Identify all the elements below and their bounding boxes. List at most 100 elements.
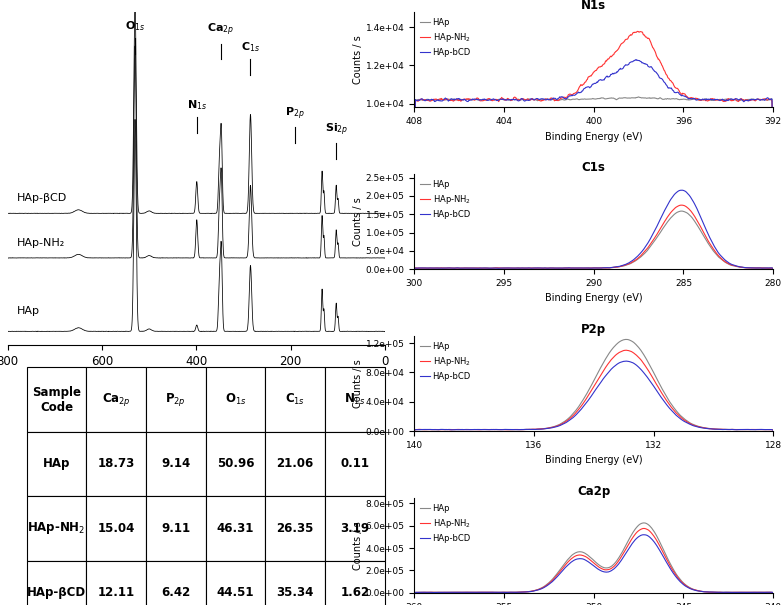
HAp-bCD [769,174,778,181]
HAp-NH$_2$ [704,425,714,433]
Text: C$_{1s}$: C$_{1s}$ [241,41,260,54]
HAp-NH$_2$ [633,28,642,35]
HAp-NH$_2$ [704,589,714,596]
HAp-NH$_2$ [572,88,581,96]
HAp-bCD [631,56,640,63]
HAp [769,589,778,596]
HAp-NH$_2$ [639,525,648,532]
HAp [650,94,659,102]
HAp-bCD [502,97,512,104]
HAp-bCD [572,90,581,97]
Text: HAp-βCD: HAp-βCD [17,193,67,203]
Line: HAp-bCD: HAp-bCD [414,59,773,177]
HAp [582,390,591,397]
HAp [769,265,778,272]
Legend: HAp, HAp-NH$_2$, HAp-bCD: HAp, HAp-NH$_2$, HAp-bCD [419,16,473,59]
HAp [761,426,770,433]
HAp [580,549,590,557]
Line: HAp: HAp [414,211,773,269]
HAp-NH$_2$ [473,264,483,272]
Text: N$_{1s}$: N$_{1s}$ [187,98,207,112]
HAp [502,264,512,272]
HAp-bCD [624,358,633,365]
HAp [604,351,613,358]
HAp-NH$_2$ [680,91,690,98]
Legend: HAp, HAp-NH$_2$, HAp-bCD: HAp, HAp-NH$_2$, HAp-bCD [419,502,473,544]
HAp-NH$_2$ [622,347,631,354]
Line: HAp-NH$_2$: HAp-NH$_2$ [414,205,773,269]
Line: HAp-bCD: HAp-bCD [414,361,773,430]
Legend: HAp, HAp-NH$_2$, HAp-bCD: HAp, HAp-NH$_2$, HAp-bCD [419,340,473,382]
HAp-NH$_2$ [624,347,633,354]
HAp-NH$_2$ [761,426,770,433]
Line: HAp-bCD: HAp-bCD [414,190,773,269]
HAp-bCD [572,264,581,272]
HAp [473,96,483,103]
HAp [473,264,483,272]
HAp-bCD [582,557,591,564]
HAp [409,265,419,272]
HAp-NH$_2$ [769,427,778,434]
HAp-bCD [621,261,630,268]
HAp-bCD [761,589,770,596]
HAp-NH$_2$ [409,265,419,272]
HAp [704,425,714,432]
HAp-bCD [580,556,590,563]
HAp-NH$_2$ [621,36,630,43]
HAp [680,208,690,215]
HAp [409,589,419,596]
HAp-NH$_2$ [649,235,658,243]
HAp-bCD [769,265,778,272]
HAp [604,564,613,571]
HAp [704,589,714,596]
X-axis label: Binding Energy (eV): Binding Energy (eV) [545,456,643,465]
Legend: HAp, HAp-NH$_2$, HAp-bCD: HAp, HAp-NH$_2$, HAp-bCD [419,178,473,221]
HAp [572,264,581,272]
Text: Ca$_{2p}$: Ca$_{2p}$ [207,22,234,38]
HAp-bCD [639,531,648,538]
HAp [769,174,778,181]
HAp-NH$_2$ [621,261,630,269]
HAp-NH$_2$ [409,427,419,434]
X-axis label: Binding Energy (eV): Binding Energy (eV) [545,132,643,142]
HAp-bCD [650,68,659,75]
HAp-NH$_2$ [580,552,590,560]
HAp-NH$_2$ [623,542,633,549]
HAp [769,427,778,434]
HAp-NH$_2$ [502,96,512,103]
HAp-NH$_2$ [769,175,778,182]
HAp-NH$_2$ [769,265,778,272]
Text: P$_{2p}$: P$_{2p}$ [285,106,305,122]
HAp [676,208,686,215]
HAp [502,96,512,103]
Title: Ca2p: Ca2p [577,485,610,498]
HAp-NH$_2$ [604,360,613,367]
HAp [572,95,581,102]
HAp [409,174,419,181]
HAp [582,551,591,558]
HAp [761,589,770,596]
Line: HAp: HAp [414,523,773,592]
HAp [633,93,643,100]
HAp-bCD [604,568,613,575]
HAp-bCD [409,265,419,272]
HAp-NH$_2$ [676,201,686,209]
HAp-bCD [769,427,778,434]
X-axis label: Binding Energy (eV): Binding Energy (eV) [545,293,643,304]
Title: C1s: C1s [582,161,605,174]
HAp [624,336,633,344]
Line: HAp-bCD: HAp-bCD [414,535,773,592]
HAp [621,262,630,269]
HAp-bCD [502,264,512,272]
HAp-NH$_2$ [650,47,659,54]
HAp-NH$_2$ [769,589,778,597]
Line: HAp: HAp [414,339,773,430]
HAp-bCD [704,425,714,433]
HAp [649,238,658,246]
HAp-NH$_2$ [580,397,590,405]
HAp-NH$_2$ [582,394,591,402]
Text: HAp: HAp [17,306,41,316]
HAp-bCD [622,358,631,365]
HAp-bCD [704,589,714,596]
Y-axis label: Counts / s: Counts / s [353,521,362,570]
